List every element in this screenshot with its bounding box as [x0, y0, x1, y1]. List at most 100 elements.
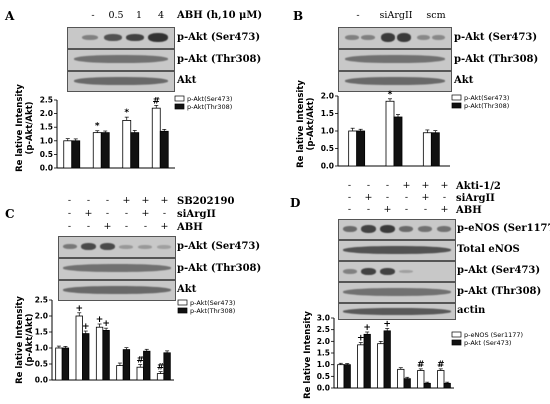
- condition-value: -: [404, 192, 409, 203]
- condition-value: 4: [157, 10, 165, 21]
- y-tick-label: 1.5: [317, 349, 330, 358]
- blot-label: p-Akt (Ser473): [457, 265, 541, 276]
- condition-value: -: [105, 208, 110, 219]
- y-axis-label-line: Re lative Intensity: [296, 80, 306, 168]
- y-tick-label: 1.0: [317, 360, 330, 369]
- condition-value: -: [86, 195, 91, 206]
- legend-label: p-Akt(Thr308): [190, 307, 235, 315]
- blot-strip: [338, 219, 456, 240]
- condition-value: -: [91, 10, 95, 21]
- legend-label: p-Akt(Ser473): [190, 299, 235, 307]
- blot-strip: [338, 71, 452, 92]
- condition-value: +: [160, 195, 169, 206]
- blot-strip: [67, 27, 175, 49]
- condition-row: - - + - - +: [60, 221, 174, 232]
- condition-value: -: [124, 208, 129, 219]
- y-tick-label: 1.5: [321, 109, 334, 118]
- condition-name: SB202190: [177, 196, 235, 207]
- blot-strip: [67, 71, 175, 92]
- condition-value: +: [421, 180, 430, 191]
- significance-mark: *: [388, 90, 393, 100]
- blot-label: Akt: [177, 284, 197, 295]
- y-tick-label: 0.0: [35, 376, 48, 385]
- blot-strip: [338, 49, 452, 71]
- blot-strip: [338, 282, 456, 303]
- significance-mark: +: [363, 323, 371, 333]
- blot-strip: [58, 236, 176, 258]
- condition-value: +: [160, 221, 169, 232]
- y-tick-label: 0.0: [321, 162, 334, 171]
- legend-label: p-Akt(Thr308): [187, 103, 232, 111]
- y-tick-label: 1.0: [40, 136, 53, 145]
- legend-swatch: [451, 339, 462, 346]
- bar: [357, 344, 365, 389]
- y-tick-label: 1.5: [40, 123, 53, 132]
- significance-mark: #: [417, 360, 425, 370]
- blot-label: Total eNOS: [457, 244, 520, 255]
- bar: [437, 370, 445, 389]
- y-axis-label: Re lative Intensity: [303, 311, 313, 399]
- significance-mark: +: [96, 315, 104, 325]
- y-tick-label: 2.5: [40, 96, 53, 105]
- condition-value: 1: [135, 10, 143, 21]
- condition-values: - 0.5 1 4: [82, 10, 172, 21]
- y-tick-label: 3.0: [317, 314, 330, 323]
- condition-name: siArgII: [456, 193, 495, 204]
- legend-swatch: [451, 94, 462, 101]
- y-axis-label-line: (p-Akt/Akt): [306, 97, 316, 150]
- y-axis-label-line: (p-Akt/Akt): [25, 313, 35, 366]
- condition-value: -: [86, 221, 91, 232]
- y-tick-label: 2.5: [35, 296, 48, 305]
- panel-label: D: [290, 196, 301, 210]
- blot-strip: [338, 240, 456, 261]
- blot-label: actin: [457, 305, 486, 316]
- condition-value: 0.5: [108, 10, 124, 21]
- significance-mark: *: [95, 122, 100, 132]
- blot-strip: [67, 49, 175, 71]
- legend-label: p-Akt (Ser473): [464, 339, 511, 347]
- condition-row: - + - - + -: [60, 208, 174, 219]
- legend-swatch: [451, 331, 462, 338]
- condition-value: +: [440, 180, 449, 191]
- condition-values: - siArgII scm: [340, 10, 456, 21]
- condition-value: -: [366, 204, 371, 215]
- significance-mark: +: [102, 319, 110, 329]
- bar: [363, 333, 371, 389]
- condition-value: -: [385, 180, 390, 191]
- y-axis-label-line: Re lative Intensity: [303, 311, 313, 399]
- legend-label: p-eNOS (Ser1177): [464, 331, 523, 339]
- condition-value: -: [67, 208, 72, 219]
- y-tick-label: 0.0: [40, 164, 53, 173]
- condition-value: -: [366, 180, 371, 191]
- bar: [343, 364, 351, 389]
- blot-strip: [58, 280, 176, 301]
- condition-row: - - + - - +: [340, 204, 454, 215]
- legend-swatch: [177, 299, 188, 306]
- significance-mark: #: [152, 96, 160, 106]
- bar: [423, 382, 431, 389]
- y-tick-label: 0.0: [317, 384, 330, 393]
- condition-row: - - - + + +: [60, 195, 174, 206]
- y-tick-label: 1.0: [321, 127, 334, 136]
- condition-value: +: [122, 195, 131, 206]
- condition-name: siArgII: [177, 209, 216, 220]
- blot-strip: [338, 261, 456, 282]
- blot-label: Akt: [454, 75, 474, 86]
- condition-value: -: [404, 204, 409, 215]
- condition-value: +: [440, 204, 449, 215]
- significance-mark: +: [357, 334, 365, 344]
- significance-mark: *: [124, 108, 129, 118]
- bar: [417, 370, 425, 389]
- condition-value: siArgII: [379, 10, 413, 21]
- bar: [443, 382, 451, 389]
- legend-swatch: [174, 103, 185, 110]
- y-tick-label: 2.0: [40, 109, 53, 118]
- blot-label: p-Akt (Ser473): [454, 32, 538, 43]
- bar: [377, 343, 385, 389]
- blot-label: p-Akt (Thr308): [454, 54, 539, 65]
- y-tick-label: 0.5: [40, 150, 53, 159]
- condition-value: +: [364, 192, 373, 203]
- condition-value: +: [383, 204, 392, 215]
- y-tick-label: 2.0: [321, 92, 334, 101]
- condition-value: -: [347, 204, 352, 215]
